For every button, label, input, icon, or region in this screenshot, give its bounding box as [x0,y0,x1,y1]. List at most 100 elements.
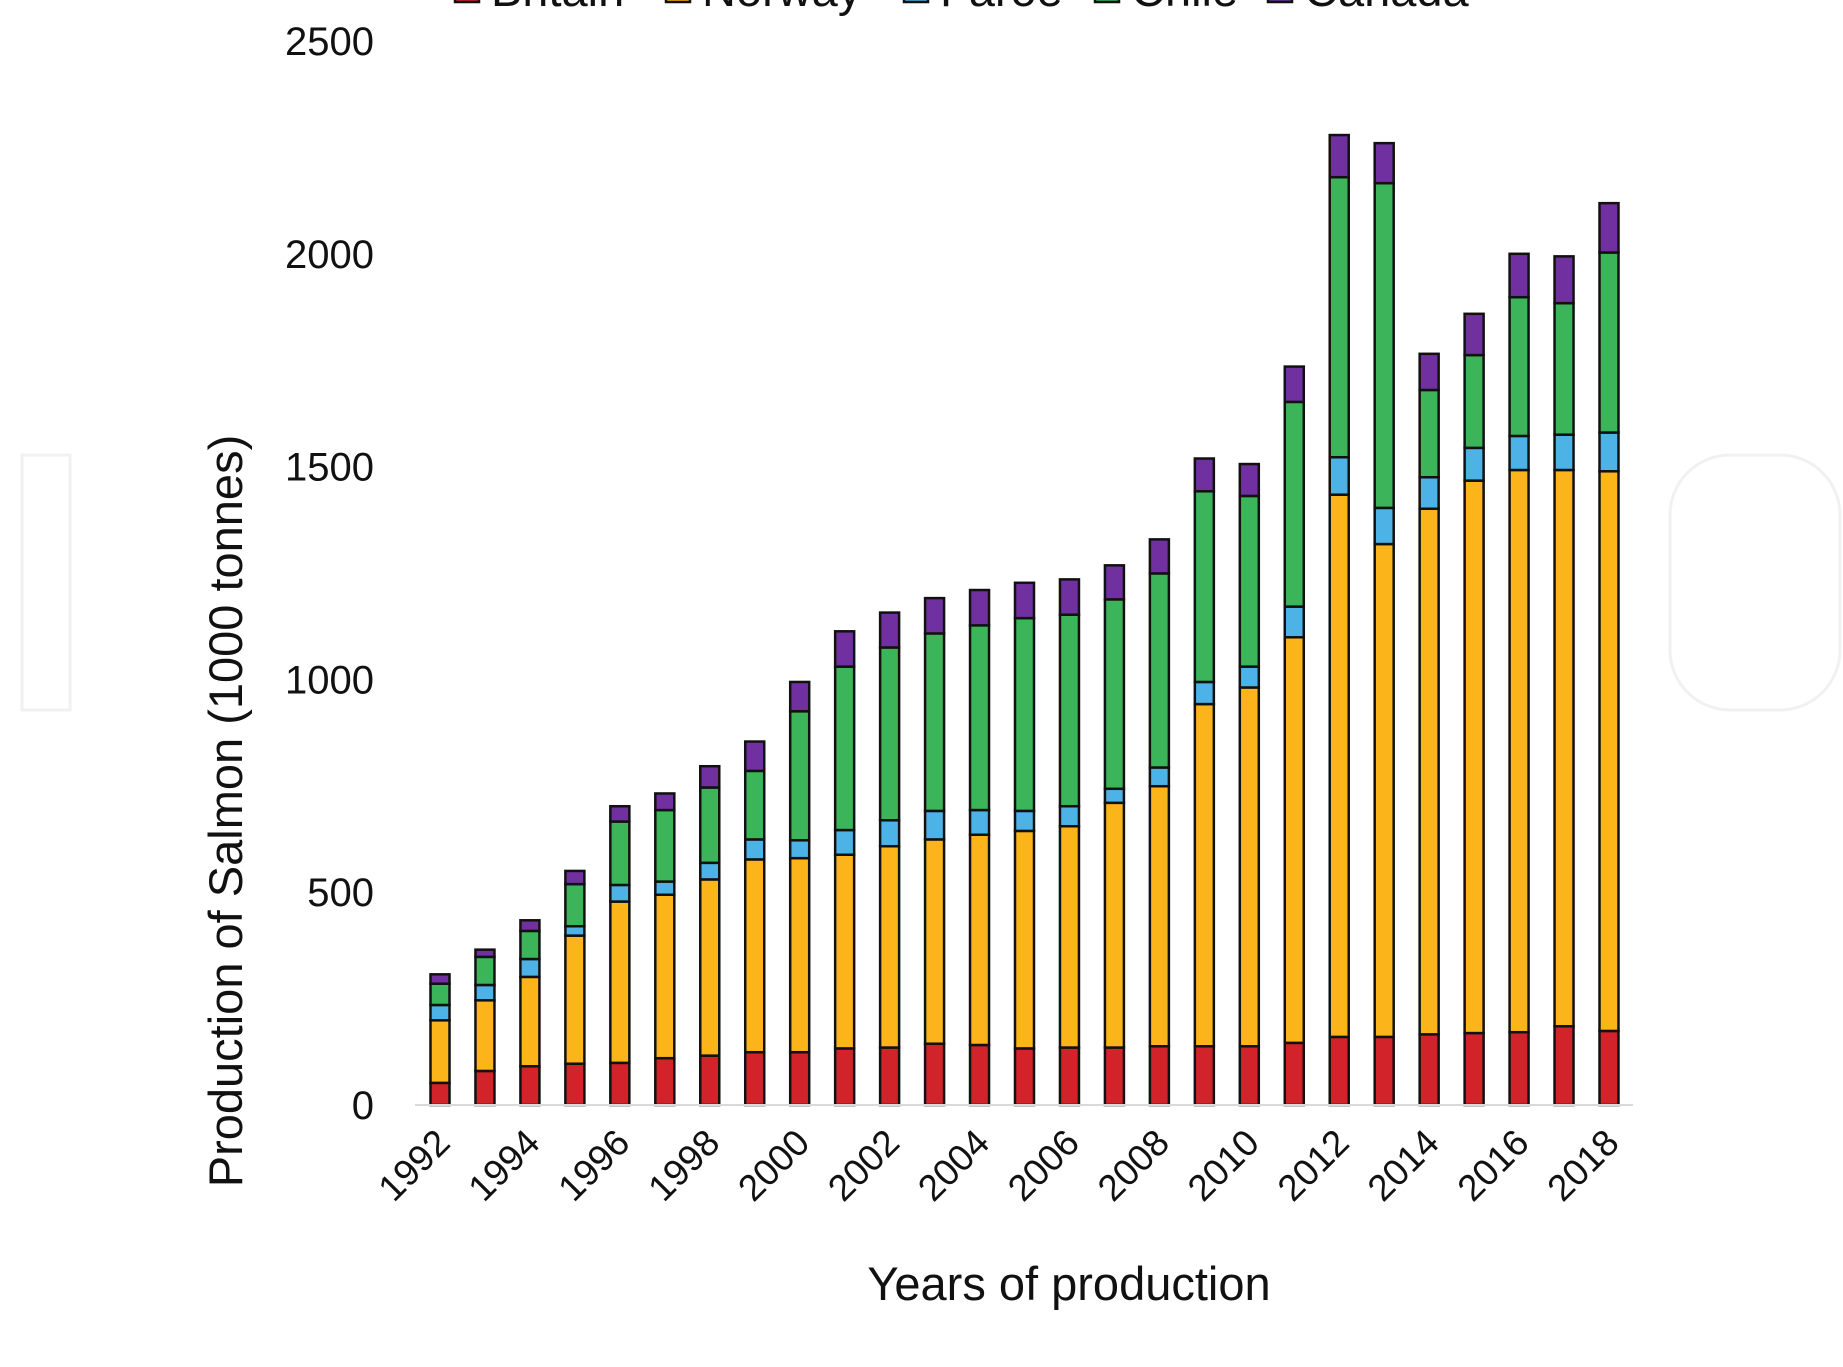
bar-britain-2005 [1013,1047,1036,1107]
bar-britain-2008 [1148,1045,1171,1107]
bar-britain-1995 [564,1062,586,1107]
bar-canada-1997 [654,792,676,812]
legend-swatch-britain [453,0,481,4]
bar-britain-1997 [654,1056,676,1107]
bar-britain-1994 [519,1065,541,1107]
bar-faroe-2009 [1193,680,1216,706]
bar-faroe-2011 [1283,605,1306,639]
bar-norway-2018 [1598,470,1620,1033]
bar-canada-1992 [429,973,451,985]
x-tick-label: 2012 [1270,1122,1357,1209]
legend-label-canada: Canada [1304,0,1469,16]
bar-norway-1999 [743,858,766,1054]
bar-canada-2013 [1373,141,1395,185]
bar-norway-1996 [609,900,631,1065]
bar-chile-2016 [1508,295,1530,438]
bar-faroe-2001 [833,828,856,856]
x-tick-label: 2018 [1539,1122,1626,1209]
bar-faroe-2003 [923,809,946,841]
x-tick-label: 2002 [820,1122,907,1209]
legend-label-chile: Chile [1131,0,1238,16]
bar-faroe-2005 [1013,809,1036,833]
bar-chile-1999 [743,769,766,841]
bar-britain-2001 [833,1047,856,1107]
bar-norway-2000 [788,856,811,1054]
y-tick-label: 2000 [285,233,374,277]
x-tick-label: 2014 [1360,1122,1447,1209]
bar-britain-2017 [1553,1025,1575,1107]
bar-faroe-2010 [1238,665,1261,689]
bar-britain-2010 [1238,1045,1261,1107]
bar-britain-2006 [1058,1046,1081,1107]
bar-canada-1996 [609,804,631,823]
bar-norway-2003 [923,838,946,1045]
legend-swatch-canada [1266,0,1294,4]
watermark-logo [20,453,1842,712]
bar-norway-2010 [1238,686,1261,1048]
bar-norway-1995 [564,934,586,1065]
bar-faroe-2008 [1148,766,1171,788]
bar-norway-2015 [1463,479,1485,1035]
bar-faroe-1993 [474,983,496,1002]
bar-canada-1993 [474,948,496,959]
y-tick-label: 2500 [285,20,374,64]
bar-faroe-2014 [1418,475,1440,510]
bar-canada-2000 [788,680,811,713]
bar-canada-2010 [1238,462,1261,498]
bar-chile-2009 [1193,490,1216,684]
bar-chile-2013 [1373,181,1395,510]
bar-canada-1994 [519,919,541,933]
bar-britain-2003 [923,1042,946,1107]
bar-britain-2002 [878,1046,901,1107]
x-tick-label: 1996 [550,1122,637,1209]
legend-swatch-chile [1093,0,1121,4]
bar-chile-2007 [1103,598,1126,791]
bar-britain-2015 [1463,1031,1485,1107]
x-tick-label: 2006 [1000,1122,1087,1209]
bar-chile-2003 [923,632,946,813]
bar-canada-2006 [1058,578,1081,616]
bar-norway-2012 [1328,493,1350,1039]
bar-britain-2018 [1598,1029,1620,1107]
bar-norway-2008 [1148,784,1171,1048]
bars [429,133,1620,1107]
bar-faroe-1997 [654,880,676,897]
bar-faroe-2002 [878,819,901,848]
bar-chile-1998 [699,786,721,865]
bar-norway-2005 [1013,829,1036,1050]
bar-chile-2012 [1328,175,1350,459]
bar-chile-1994 [519,929,541,961]
x-tick-label: 1994 [460,1122,547,1209]
y-tick-label: 500 [307,871,374,915]
bar-canada-2005 [1013,581,1036,620]
bar-britain-1992 [429,1081,451,1107]
y-axis: 0 500 1000 1500 2000 2500 [285,20,374,1128]
bar-faroe-2015 [1463,446,1485,482]
bar-canada-2014 [1418,352,1440,392]
bar-britain-2000 [788,1050,811,1107]
bar-norway-2001 [833,853,856,1050]
bar-norway-2004 [968,833,991,1047]
bar-britain-1999 [743,1050,766,1107]
bar-faroe-1995 [564,924,586,937]
legend-swatch-faroe [902,0,930,4]
legend-label-faroe: Faroe [940,0,1063,16]
bar-chile-2006 [1058,613,1081,808]
bar-britain-1993 [474,1069,496,1107]
bar-faroe-1996 [609,883,631,903]
bar-canada-2002 [878,611,901,649]
bar-chile-2011 [1283,400,1306,608]
bar-chile-2010 [1238,494,1261,668]
y-tick-label: 1000 [285,658,374,702]
bar-canada-1998 [699,764,721,789]
bar-britain-2016 [1508,1030,1530,1107]
bar-canada-2012 [1328,133,1350,179]
bar-faroe-2013 [1373,506,1395,546]
x-axis-label: Years of production [867,1257,1270,1310]
y-tick-label: 0 [352,1084,374,1128]
bar-faroe-1999 [743,838,766,861]
bar-britain-1996 [609,1061,631,1107]
bar-faroe-2017 [1553,433,1575,472]
bar-norway-2007 [1103,801,1126,1049]
bar-britain-2011 [1283,1041,1306,1107]
